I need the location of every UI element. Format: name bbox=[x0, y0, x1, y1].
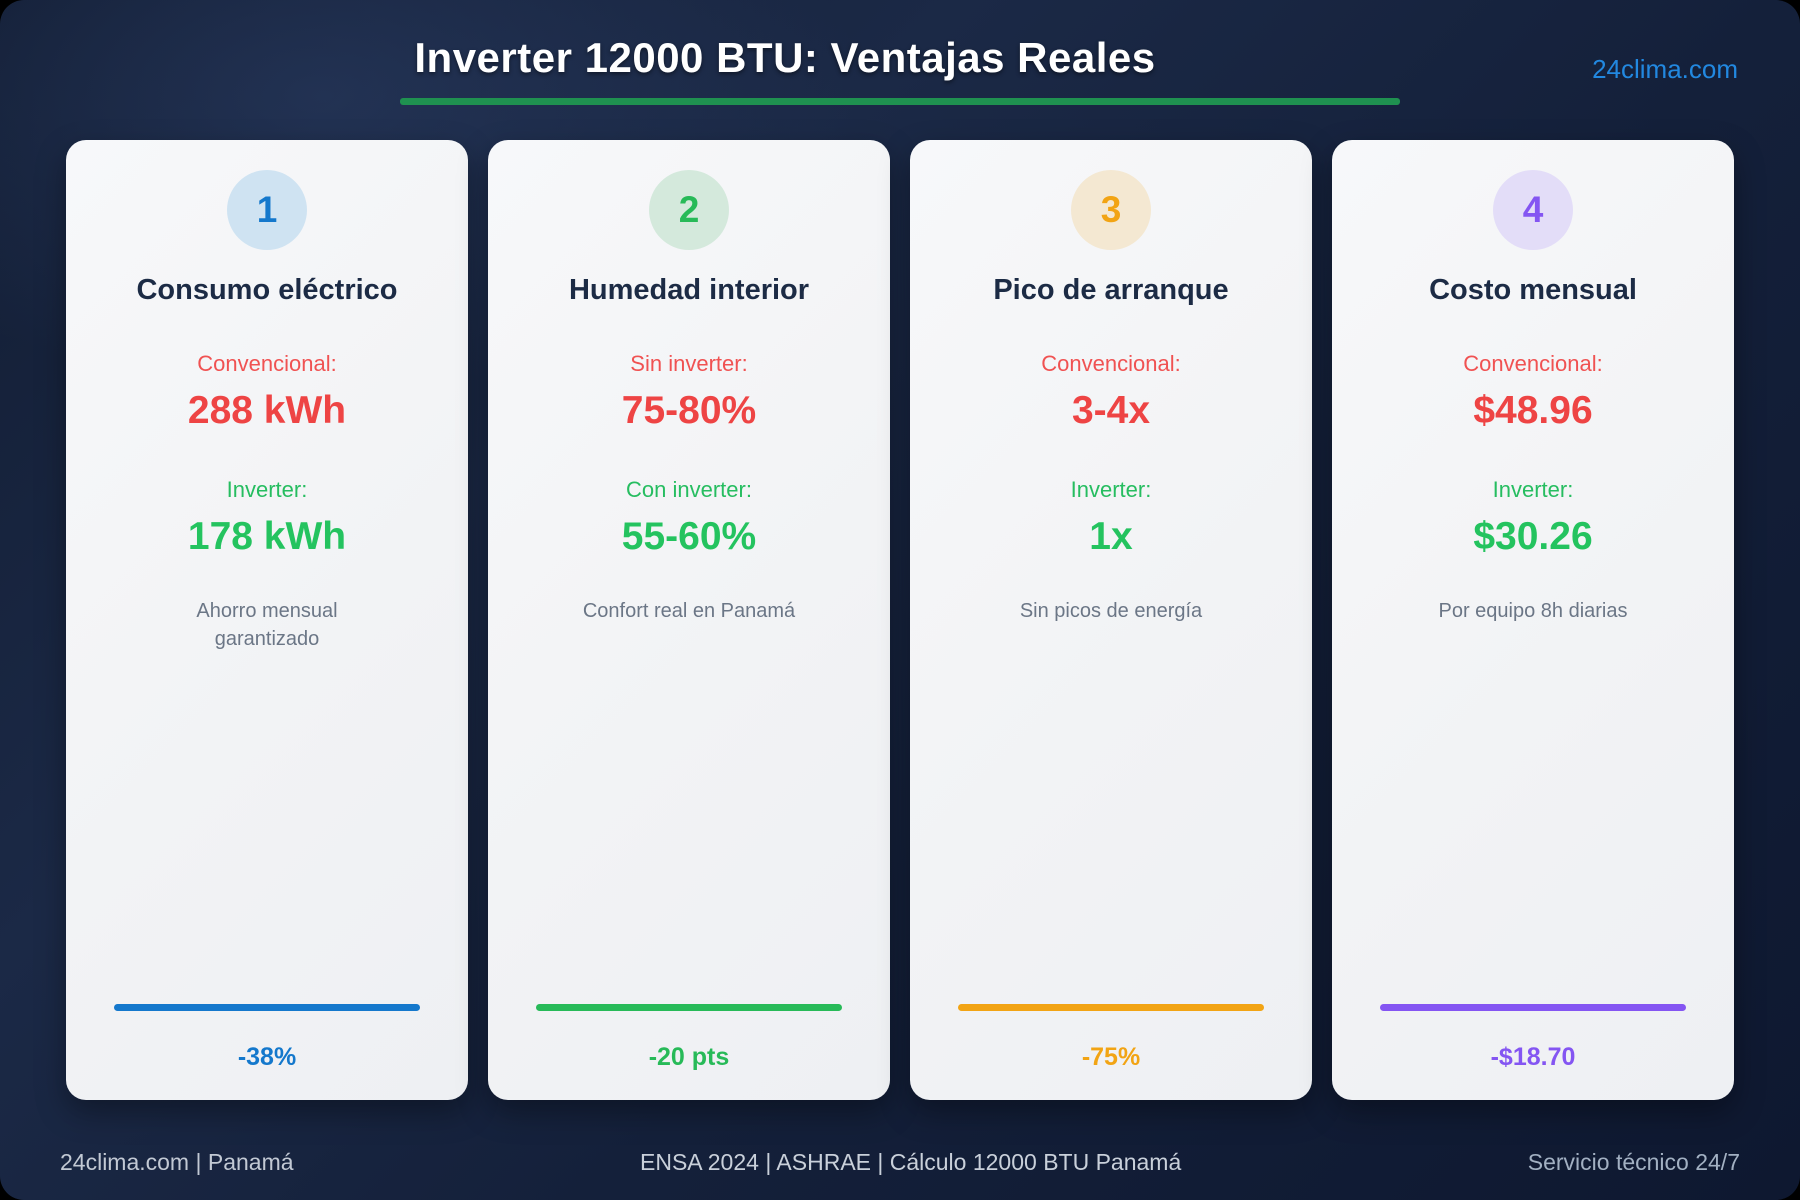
site-link[interactable]: 24clima.com bbox=[1592, 54, 1738, 84]
footer: 24clima.com | Panamá ENSA 2024 | ASHRAE … bbox=[0, 1100, 1800, 1200]
title-underline bbox=[400, 98, 1400, 105]
card-note: Ahorro mensual garantizado bbox=[196, 600, 338, 650]
bad-value: 75-80% bbox=[621, 389, 757, 432]
footer-center: ENSA 2024 | ASHRAE | Cálculo 12000 BTU P… bbox=[640, 1149, 1182, 1175]
bad-label: Convencional: bbox=[197, 351, 337, 376]
card-bottom: -20 pts bbox=[536, 1004, 842, 1072]
good-value: $30.26 bbox=[1473, 515, 1593, 558]
card-note: Por equipo 8h diarias bbox=[1438, 600, 1628, 622]
bad-value: 3-4x bbox=[1071, 389, 1151, 432]
header: Inverter 12000 BTU: Ventajas Reales 24cl… bbox=[0, 0, 1800, 108]
accent-divider bbox=[1380, 1004, 1686, 1011]
bad-label: Sin inverter: bbox=[630, 351, 748, 376]
card-title: Costo mensual bbox=[1429, 274, 1637, 306]
accent-divider bbox=[958, 1004, 1264, 1011]
good-label: Inverter: bbox=[226, 477, 308, 502]
cards-row: 1 Consumo eléctrico Convencional: 288 kW… bbox=[0, 140, 1800, 1100]
accent-divider bbox=[536, 1004, 842, 1011]
good-label: Con inverter: bbox=[626, 477, 752, 502]
bad-value: 288 kWh bbox=[187, 389, 347, 432]
card-pico-de-arranque: 3 Pico de arranque Convencional: 3-4x In… bbox=[910, 140, 1312, 1100]
good-value: 1x bbox=[1089, 515, 1133, 558]
good-value: 178 kWh bbox=[187, 515, 347, 558]
card-consumo-electrico: 1 Consumo eléctrico Convencional: 288 kW… bbox=[66, 140, 468, 1100]
number-badge: 4 bbox=[1493, 170, 1573, 250]
number-badge: 2 bbox=[649, 170, 729, 250]
card-title: Humedad interior bbox=[568, 274, 810, 306]
card-note: Confort real en Panamá bbox=[582, 600, 796, 622]
bad-label: Convencional: bbox=[1463, 351, 1603, 376]
card-bottom: -75% bbox=[958, 1004, 1264, 1072]
number-badge: 1 bbox=[227, 170, 307, 250]
card-costo-mensual: 4 Costo mensual Convencional: $48.96 Inv… bbox=[1332, 140, 1734, 1100]
delta-badge: -38% bbox=[237, 1043, 297, 1071]
card-note: Sin picos de energía bbox=[1019, 600, 1203, 622]
footer-right: Servicio técnico 24/7 bbox=[1527, 1149, 1740, 1175]
delta-badge: -20 pts bbox=[648, 1043, 730, 1071]
card-title: Pico de arranque bbox=[993, 274, 1229, 306]
number-badge: 3 bbox=[1071, 170, 1151, 250]
good-label: Inverter: bbox=[1492, 477, 1574, 502]
good-label: Inverter: bbox=[1070, 477, 1152, 502]
accent-divider bbox=[114, 1004, 420, 1011]
card-bottom: -38% bbox=[114, 1004, 420, 1072]
footer-left: 24clima.com | Panamá bbox=[60, 1149, 294, 1175]
card-bottom: -$18.70 bbox=[1380, 1004, 1686, 1072]
card-title: Consumo eléctrico bbox=[136, 274, 398, 306]
bad-label: Convencional: bbox=[1041, 351, 1181, 376]
bad-value: $48.96 bbox=[1473, 389, 1593, 432]
page-title: Inverter 12000 BTU: Ventajas Reales bbox=[414, 34, 1156, 81]
good-value: 55-60% bbox=[621, 515, 757, 558]
delta-badge: -75% bbox=[1081, 1043, 1141, 1071]
card-humedad-interior: 2 Humedad interior Sin inverter: 75-80% … bbox=[488, 140, 890, 1100]
delta-badge: -$18.70 bbox=[1490, 1043, 1576, 1071]
